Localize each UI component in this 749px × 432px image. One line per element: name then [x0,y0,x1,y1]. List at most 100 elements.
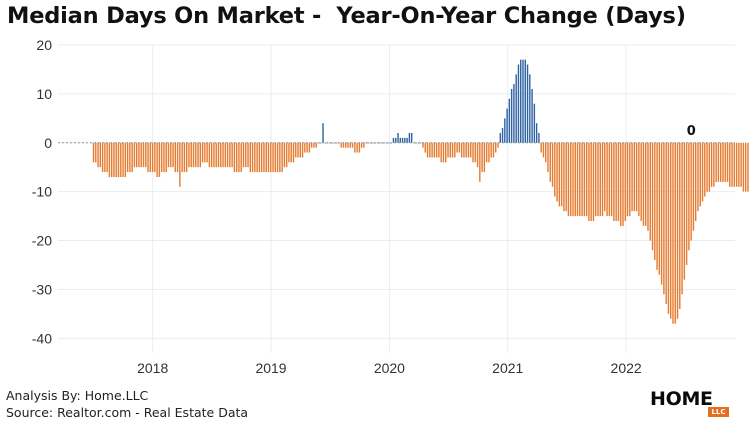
bar [399,137,401,143]
bar [408,133,411,143]
bar [722,142,724,182]
bar [488,142,490,163]
bar [570,142,572,217]
bar [463,142,465,158]
bar [208,142,211,168]
bar [388,142,390,144]
bar [349,142,351,148]
bar [692,142,695,231]
y-tick-label: -40 [32,330,52,346]
bar [345,142,347,148]
bar [510,89,513,143]
bar [204,142,206,163]
bar [601,142,604,217]
bar [138,142,140,168]
bar [288,142,290,163]
bar [458,142,461,153]
bar [679,142,681,309]
bar [140,142,142,168]
x-tick-label: 2021 [492,360,523,376]
bar [435,142,438,158]
bar [608,142,611,217]
bar [576,142,579,217]
y-tick-label: 20 [36,37,52,53]
bar [506,108,508,143]
bar [542,142,545,158]
bar [258,142,261,173]
bar [263,142,265,173]
bar [376,142,379,144]
bar [501,128,504,143]
bar [654,142,656,261]
bar [395,137,397,143]
bar [622,142,624,226]
bar [624,142,626,221]
bar [642,142,645,226]
chart-plot: 20 10 0 -10 -20 -30 -40 2018 2019 2020 2021 2022 0 [32,37,749,376]
bar [717,142,720,182]
bar [201,142,204,163]
bar [515,74,517,143]
bar [347,142,349,148]
bar [581,142,583,217]
home-llc-logo: HOME LLC [650,388,732,422]
bar [231,142,233,168]
bar [308,142,311,153]
bar [558,142,561,207]
bar [113,142,115,177]
bar [306,142,308,153]
bar [133,142,136,168]
bar [110,142,113,177]
bar [215,142,217,168]
bar [383,142,386,144]
bar [572,142,574,217]
bar [290,142,292,163]
bar [724,142,726,182]
bar [151,142,154,173]
bar [238,142,240,173]
bar [545,142,547,163]
bar [663,142,665,295]
bar [599,142,601,217]
bar [331,142,333,144]
bar [170,142,172,168]
bar [213,142,215,168]
bar [522,59,524,143]
bar [590,142,592,221]
gridlines [58,44,735,353]
bar [95,142,97,163]
bar [524,59,526,143]
bar [485,142,488,163]
bar [272,142,274,173]
bar [220,142,222,168]
bar [490,142,492,158]
bar [492,142,495,158]
bar [660,142,663,285]
bar [742,142,745,192]
bar [310,142,313,148]
bar [710,142,713,187]
bar [165,142,167,173]
bar [265,142,267,173]
bar [160,142,163,173]
bar [440,142,442,163]
bar [129,142,131,173]
bar [604,142,606,212]
bar [190,142,192,168]
bar [445,142,447,163]
bar [588,142,590,221]
bar [674,142,676,324]
bar [404,137,406,143]
bar [513,84,515,143]
bar [235,142,238,173]
bar [640,142,642,221]
bar [415,142,417,144]
bar [147,142,149,173]
bar [595,142,597,217]
x-tick-label: 2022 [611,360,642,376]
bar [706,142,708,192]
x-axis-ticks: 2018 2019 2020 2021 2022 [137,360,642,376]
bar [174,142,177,173]
bar [497,142,499,148]
bar [195,142,197,168]
